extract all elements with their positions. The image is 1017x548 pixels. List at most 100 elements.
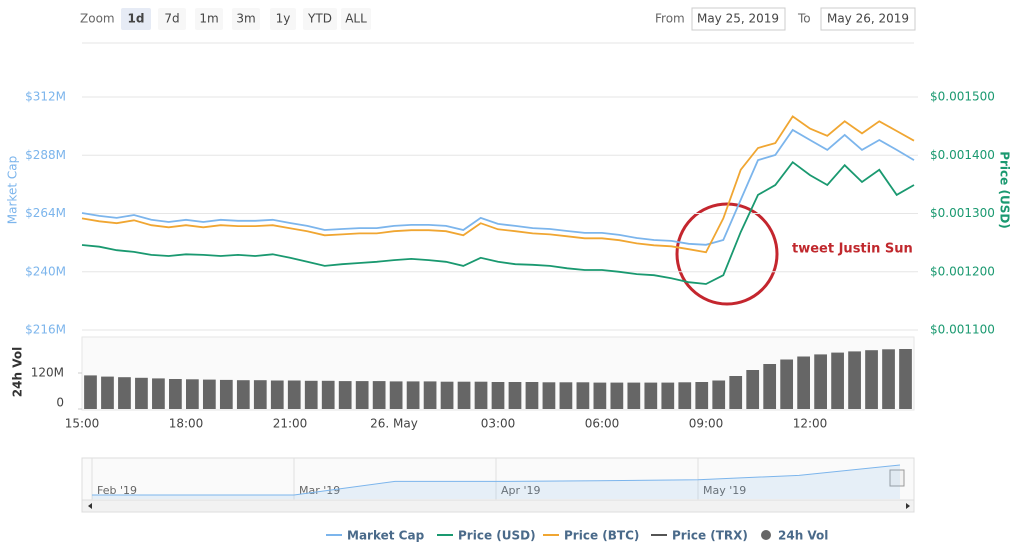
navigator-line: [92, 464, 901, 496]
volume-bar: [253, 380, 267, 409]
volume-bar: [865, 350, 878, 409]
volume-bar: [814, 354, 827, 409]
from-date[interactable]: May 25, 2019: [697, 12, 779, 26]
volume-bar: [236, 380, 250, 409]
x-tick-label: 03:00: [481, 417, 516, 431]
zoom-button-label[interactable]: 1m: [199, 12, 218, 26]
y2-tick-label: $0.001200: [930, 264, 995, 278]
zoom-button-label[interactable]: YTD: [307, 12, 332, 26]
x-tick-label: 18:00: [169, 417, 204, 431]
volume-bar: [169, 379, 182, 409]
volume-bar: [202, 379, 216, 409]
legend-label[interactable]: Price (BTC): [564, 529, 639, 543]
y-axis-title: Market Cap: [6, 156, 20, 224]
legend-swatch[interactable]: [761, 530, 771, 540]
volume-bar: [780, 359, 794, 409]
y2-tick-label: $0.001400: [930, 148, 995, 162]
zoom-button-selected[interactable]: [121, 8, 151, 30]
volume-bar: [678, 382, 692, 409]
zoom-button[interactable]: [341, 8, 371, 30]
volume-bar: [695, 382, 709, 409]
legend-label[interactable]: Price (USD): [458, 529, 536, 543]
zoom-button[interactable]: [270, 8, 296, 30]
volume-bar: [287, 380, 301, 409]
y2-tick-label: $0.001300: [930, 206, 995, 220]
y2-tick-label: $0.001100: [930, 323, 995, 337]
volume-bar: [406, 381, 420, 409]
volume-bar: [457, 381, 471, 409]
x-tick-label: 15:00: [65, 417, 100, 431]
volume-bar: [525, 382, 539, 409]
annotation: tweet Justin Sun: [792, 242, 913, 257]
zoom-button-label[interactable]: 7d: [164, 12, 179, 26]
from-input[interactable]: [691, 7, 786, 31]
volume-bar: [729, 376, 743, 409]
line: [81, 115, 915, 254]
x-tick-label: 06:00: [585, 417, 620, 431]
navigator[interactable]: [81, 457, 915, 501]
navigator-label: Apr '19: [501, 484, 541, 497]
zoom-button-label[interactable]: 1y: [276, 12, 291, 26]
volume-bar: [118, 377, 131, 409]
y2-axis-title: Price (USD): [998, 151, 1012, 229]
zoom-button-label[interactable]: ALL: [345, 12, 367, 26]
line: [81, 160, 915, 285]
volume-bar: [559, 382, 573, 409]
volume-bar: [882, 349, 895, 409]
volume-bar: [508, 382, 522, 409]
volume-bar: [593, 382, 607, 409]
volume-bar: [440, 381, 454, 409]
y2-tick-label: $0.001500: [930, 90, 995, 104]
volume-bar: [389, 381, 403, 409]
volume-bar: [219, 379, 233, 409]
volume-bar: [355, 381, 369, 409]
from-label: From: [655, 12, 685, 26]
legend-label[interactable]: Price (TRX): [672, 529, 748, 543]
legend-label[interactable]: Market Cap: [347, 529, 425, 543]
volume-bar: [899, 349, 912, 409]
navigator-handle[interactable]: [889, 469, 905, 487]
zoom-button[interactable]: [195, 8, 223, 30]
line: [81, 128, 915, 246]
volume-bar: [712, 380, 726, 409]
volume-bar: [338, 381, 352, 409]
y-tick-label: $264M: [25, 206, 66, 220]
x-tick-label: 26. May: [370, 417, 418, 431]
zoom-button-label[interactable]: 1d: [128, 12, 145, 26]
volume-bar: [661, 382, 675, 409]
highlight-circle: [675, 202, 779, 306]
volume-bar: [152, 378, 165, 409]
navigator-label: May '19: [703, 484, 746, 497]
zoom-button[interactable]: [158, 8, 186, 30]
volume-bar: [101, 376, 114, 409]
volume-tick-label: 120M: [31, 366, 64, 380]
navigator-area: [92, 465, 900, 499]
y-tick-label: $240M: [25, 264, 66, 278]
volume-bar: [321, 380, 335, 409]
volume-bar: [270, 380, 284, 409]
legend-label[interactable]: 24h Vol: [778, 529, 828, 543]
y-tick-label: $312M: [25, 90, 66, 104]
y-tick-label: $216M: [25, 323, 66, 337]
volume-bar: [576, 382, 590, 409]
volume-bar: [746, 370, 760, 409]
to-date[interactable]: May 26, 2019: [827, 12, 909, 26]
volume-bar: [542, 382, 556, 409]
scrollbar[interactable]: [81, 499, 915, 513]
zoom-button[interactable]: [303, 8, 337, 30]
x-tick-label: 21:00: [273, 417, 308, 431]
volume-bar: [135, 377, 148, 409]
volume-bar: [372, 381, 386, 409]
zoom-label: Zoom: [80, 12, 115, 26]
to-input[interactable]: [820, 7, 916, 31]
volume-bar: [848, 351, 861, 409]
x-tick-label: 09:00: [689, 417, 724, 431]
zoom-button-label[interactable]: 3m: [236, 12, 255, 26]
zoom-button[interactable]: [232, 8, 260, 30]
volume-axis-title: 24h Vol: [11, 347, 25, 397]
to-label: To: [797, 12, 811, 26]
volume-bar: [610, 382, 624, 409]
volume-bar: [644, 382, 658, 409]
